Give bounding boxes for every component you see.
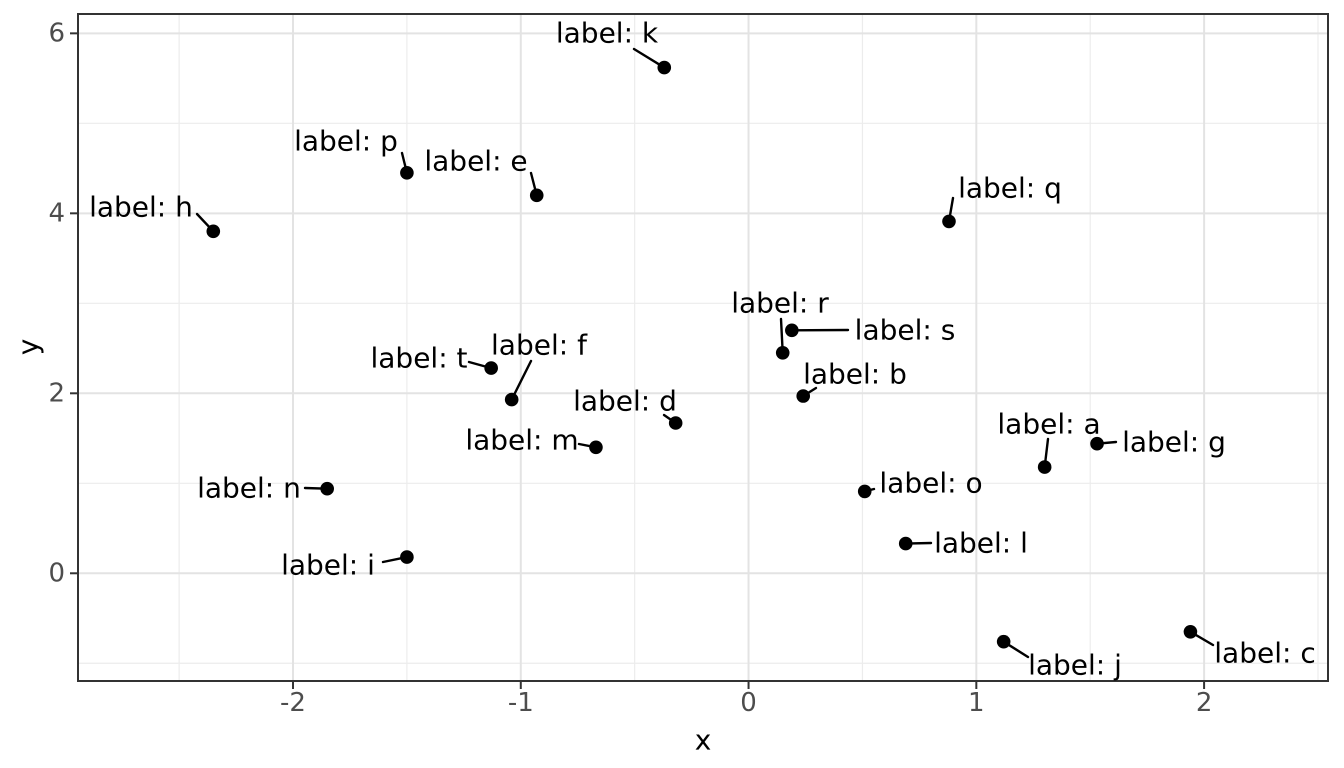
point-label: label: m — [465, 424, 578, 457]
data-point — [942, 214, 956, 229]
y-tick-label: 6 — [48, 18, 65, 48]
data-point — [529, 188, 544, 203]
point-labels: label: a label: b label: c label: d label: e… — [89, 17, 1316, 682]
data-point — [668, 416, 683, 430]
y-axis-title: y — [12, 339, 45, 356]
point-label: label: q — [958, 172, 1062, 205]
point-label: label: t — [370, 342, 467, 375]
data-point — [857, 484, 872, 499]
data-points — [206, 60, 1198, 649]
label-leader-segment — [510, 359, 533, 401]
data-point — [1037, 460, 1052, 474]
gridlines-minor — [78, 14, 1328, 681]
panel-border — [77, 13, 1329, 682]
data-point — [796, 389, 811, 403]
point-label: label: p — [294, 125, 398, 158]
x-tick-label: 2 — [1196, 688, 1213, 718]
point-label: label: c — [1214, 637, 1315, 670]
axis-ticks — [70, 32, 1206, 689]
x-tick-label: -2 — [280, 688, 306, 718]
data-point — [657, 60, 672, 75]
point-label: label: s — [855, 314, 956, 347]
data-point — [206, 224, 221, 239]
x-axis-title: x — [695, 724, 712, 757]
data-point — [400, 166, 414, 180]
data-point — [775, 346, 790, 360]
data-point — [1183, 624, 1198, 639]
x-tick-label: 0 — [740, 688, 757, 718]
x-tick-label: 1 — [968, 688, 985, 718]
data-point — [400, 550, 414, 564]
data-point — [1090, 436, 1104, 451]
y-tick-label: 0 — [48, 558, 65, 588]
y-tick-label: 4 — [48, 198, 65, 228]
point-label: label: k — [556, 17, 659, 50]
point-label: label: l — [934, 527, 1028, 560]
point-label: label: d — [573, 385, 677, 418]
point-label: label: i — [281, 549, 375, 582]
y-tick-label: 2 — [48, 378, 65, 408]
point-label: label: g — [1122, 426, 1226, 459]
point-label: label: j — [1028, 649, 1122, 682]
point-label: label: a — [997, 408, 1100, 441]
data-point — [589, 440, 603, 455]
data-point — [484, 361, 498, 375]
data-point — [898, 536, 913, 551]
gridlines-major — [78, 14, 1328, 681]
point-label: label: r — [731, 287, 829, 320]
data-point — [320, 481, 334, 496]
point-label: label: o — [879, 467, 982, 500]
axis-tick-labels: -2 -1 0 1 2 0 2 4 6 — [48, 18, 1212, 718]
data-point — [785, 323, 799, 338]
data-point — [504, 392, 519, 407]
point-label: label: f — [491, 329, 588, 362]
data-point — [996, 634, 1011, 649]
point-label: label: h — [89, 191, 193, 224]
point-label: label: e — [424, 145, 527, 178]
x-tick-label: -1 — [508, 688, 534, 718]
point-label: label: b — [803, 358, 907, 391]
point-label: label: n — [197, 472, 301, 505]
